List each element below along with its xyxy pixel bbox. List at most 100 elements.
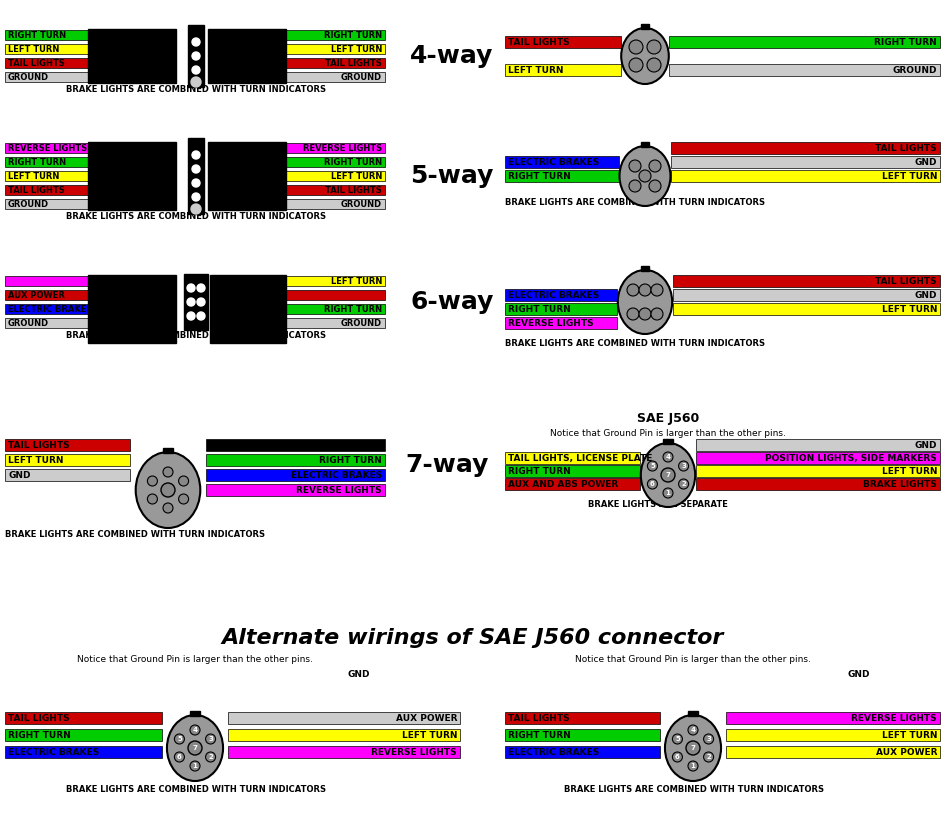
Text: TAIL LIGHTS, LICENSE PLATE: TAIL LIGHTS, LICENSE PLATE: [508, 454, 653, 463]
Bar: [210, 290, 385, 300]
Circle shape: [187, 284, 195, 292]
Bar: [669, 36, 940, 48]
Text: RIGHT TURN: RIGHT TURN: [874, 38, 937, 46]
Bar: [208, 199, 385, 209]
Bar: [5, 729, 162, 741]
Text: TAIL LIGHTS: TAIL LIGHTS: [8, 440, 70, 449]
Bar: [673, 275, 940, 287]
Text: 7: 7: [193, 745, 198, 751]
Text: 4: 4: [665, 454, 671, 460]
Bar: [206, 484, 385, 496]
Text: GND: GND: [848, 670, 870, 679]
Text: GND: GND: [915, 440, 937, 449]
Text: GROUND: GROUND: [8, 318, 49, 328]
Text: TAIL LIGHTS: TAIL LIGHTS: [325, 59, 382, 67]
Text: GND: GND: [915, 291, 937, 300]
Bar: [673, 289, 940, 301]
Bar: [210, 275, 286, 343]
Circle shape: [163, 467, 173, 477]
Text: TAIL LIGHTS: TAIL LIGHTS: [508, 38, 569, 46]
Circle shape: [673, 734, 682, 744]
Bar: [505, 317, 617, 329]
Ellipse shape: [618, 270, 673, 334]
Circle shape: [192, 193, 200, 201]
Circle shape: [704, 752, 713, 762]
Bar: [188, 25, 204, 87]
Text: LEFT TURN: LEFT TURN: [401, 731, 457, 739]
Circle shape: [187, 312, 195, 320]
Text: 3: 3: [706, 736, 711, 742]
Bar: [663, 439, 673, 444]
Bar: [696, 478, 940, 490]
Bar: [208, 142, 286, 210]
Bar: [184, 274, 208, 330]
Text: 4: 4: [691, 727, 695, 733]
Circle shape: [197, 298, 205, 306]
Text: GROUND: GROUND: [8, 200, 49, 208]
Text: BRAKE LIGHTS ARE COMBINED WITH TURN INDICATORS: BRAKE LIGHTS ARE COMBINED WITH TURN INDI…: [505, 198, 765, 207]
Bar: [505, 729, 660, 741]
Text: BRAKE LIGHTS ARE COMBINED WITH TURN INDICATORS: BRAKE LIGHTS ARE COMBINED WITH TURN INDI…: [564, 785, 824, 794]
Text: AUX AND ABS POWER: AUX AND ABS POWER: [508, 480, 619, 489]
Text: RIGHT TURN: RIGHT TURN: [8, 158, 66, 166]
Text: 2: 2: [681, 481, 686, 487]
Bar: [505, 303, 617, 315]
Bar: [208, 44, 385, 54]
Text: AUX POWER: AUX POWER: [8, 291, 65, 300]
Text: LEFT TURN: LEFT TURN: [882, 171, 937, 181]
Circle shape: [192, 66, 200, 74]
Circle shape: [686, 741, 700, 755]
Text: LEFT TURN: LEFT TURN: [882, 305, 937, 313]
Circle shape: [190, 725, 200, 735]
Circle shape: [205, 734, 216, 744]
Bar: [163, 448, 173, 453]
Bar: [5, 157, 88, 167]
Bar: [5, 304, 88, 314]
Bar: [505, 465, 640, 477]
Bar: [696, 465, 940, 477]
Text: REVERSE LIGHTS: REVERSE LIGHTS: [372, 748, 457, 757]
Bar: [641, 142, 649, 147]
Text: TAIL LIGHTS: TAIL LIGHTS: [875, 144, 937, 153]
Text: GROUND: GROUND: [8, 72, 49, 81]
Text: TAIL LIGHTS: TAIL LIGHTS: [8, 59, 64, 67]
Bar: [671, 142, 940, 154]
Bar: [5, 712, 162, 724]
Text: BRAKE LIGHTS ARE COMBINED WITH TURN INDICATORS: BRAKE LIGHTS ARE COMBINED WITH TURN INDI…: [66, 785, 326, 794]
Text: TAIL LIGHTS: TAIL LIGHTS: [8, 713, 70, 722]
Circle shape: [148, 494, 157, 504]
Circle shape: [629, 180, 641, 192]
Ellipse shape: [640, 443, 695, 507]
Text: ELECTRIC BRAKES: ELECTRIC BRAKES: [508, 158, 599, 166]
Text: 6-way: 6-way: [410, 290, 494, 314]
Bar: [5, 290, 88, 300]
Text: BRAKE LIGHTS ARE COMBINED WITH TURN INDICATORS: BRAKE LIGHTS ARE COMBINED WITH TURN INDI…: [505, 339, 765, 348]
Text: REVERSE LIGHTS: REVERSE LIGHTS: [851, 713, 937, 722]
Circle shape: [190, 761, 200, 771]
Text: LEFT TURN: LEFT TURN: [8, 171, 60, 181]
Text: GROUND: GROUND: [341, 318, 382, 328]
Text: 2: 2: [208, 754, 213, 760]
Text: RIGHT TURN: RIGHT TURN: [508, 305, 570, 313]
Bar: [228, 746, 460, 758]
Text: 6: 6: [675, 754, 680, 760]
Circle shape: [627, 284, 639, 296]
Circle shape: [647, 479, 657, 489]
Text: REVERSE LIGHTS: REVERSE LIGHTS: [8, 144, 87, 153]
Bar: [5, 44, 88, 54]
Text: BRAKE LIGHTS ARE COMBINED WITH TURN INDICATORS: BRAKE LIGHTS ARE COMBINED WITH TURN INDI…: [66, 85, 326, 94]
Circle shape: [639, 170, 651, 182]
Circle shape: [192, 165, 200, 173]
Bar: [228, 729, 460, 741]
Text: ELECTRIC BRAKES: ELECTRIC BRAKES: [290, 470, 382, 480]
Ellipse shape: [135, 452, 201, 528]
Text: GROUND: GROUND: [341, 200, 382, 208]
Bar: [88, 142, 176, 210]
Text: 7-way: 7-way: [405, 453, 488, 477]
Bar: [208, 171, 385, 181]
Bar: [505, 289, 617, 301]
Bar: [5, 30, 88, 40]
Bar: [505, 170, 619, 182]
Text: BRAKE LIGHTS ARE COMBINED WITH TURN INDICATORS: BRAKE LIGHTS ARE COMBINED WITH TURN INDI…: [66, 212, 326, 221]
Text: RIGHT TURN: RIGHT TURN: [8, 30, 66, 39]
